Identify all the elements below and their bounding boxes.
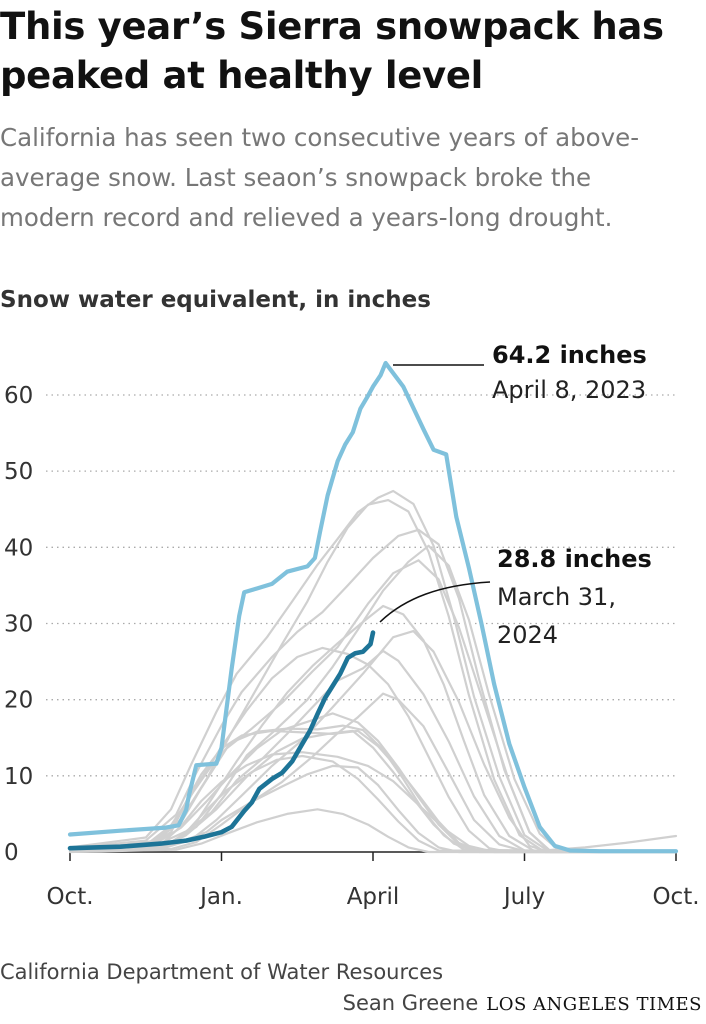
highlight-year-lines [67,360,679,854]
series-line-other-year-2 [68,649,678,854]
x-tick-label: July [502,884,545,910]
x-tick-label: April [347,884,400,910]
chart-title: This year’s Sierra snowpack has peaked a… [0,5,664,97]
y-tick-label: 40 [4,535,33,561]
x-axis: Oct. Jan. April July Oct. [46,851,700,910]
series-line-other-year-18 [68,712,678,854]
x-tick-label: Oct. [652,884,699,910]
annotation-2023-date: April 8, 2023 [492,376,646,404]
background-year-lines [68,489,678,854]
series-line-other-year-8 [68,499,678,854]
series-line-2023 [67,360,679,854]
x-tick-label: Oct. [46,884,93,910]
annotation-2024-value: 28.8 inches [497,545,652,573]
series-line-other-year-17 [68,604,678,854]
series-line-other-year-7 [68,489,678,854]
series-line-other-year-6 [68,528,678,854]
credit-line: Sean Greene LOS ANGELES TIMES [343,991,702,1015]
series-line-other-year-16 [68,646,678,854]
y-tick-label: 60 [4,383,33,409]
y-tick-label: 20 [4,688,33,714]
y-tick-label: 50 [4,459,33,485]
series-line-2024 [67,630,376,851]
annotation-2023-value: 64.2 inches [492,341,647,369]
source-note: California Department of Water Resources [0,960,444,984]
y-axis-ticks: 0 10 20 30 40 50 60 [4,383,33,866]
series-line-other-year-14 [68,808,678,854]
y-axis-label: Snow water equivalent, in inches [0,287,431,313]
annotation-2024-date-line2: 2024 [497,621,558,649]
series-line-other-year-13 [68,754,678,854]
x-tick-label: Jan. [198,884,243,910]
chart-subtitle: California has seen two consecutive year… [0,123,640,232]
y-tick-label: 10 [4,764,33,790]
y-tick-label: 30 [4,611,33,637]
leader-line-2024 [379,581,491,623]
annotation-2024-date-line1: March 31, [497,583,616,611]
annotations: 64.2 inches April 8, 2023 28.8 inches Ma… [379,341,652,649]
gridlines [46,394,676,777]
y-tick-label: 0 [4,840,19,866]
series-line-other-year-1 [68,692,678,854]
publisher-logo: LOS ANGELES TIMES [486,994,702,1015]
author-name: Sean Greene [342,991,479,1015]
